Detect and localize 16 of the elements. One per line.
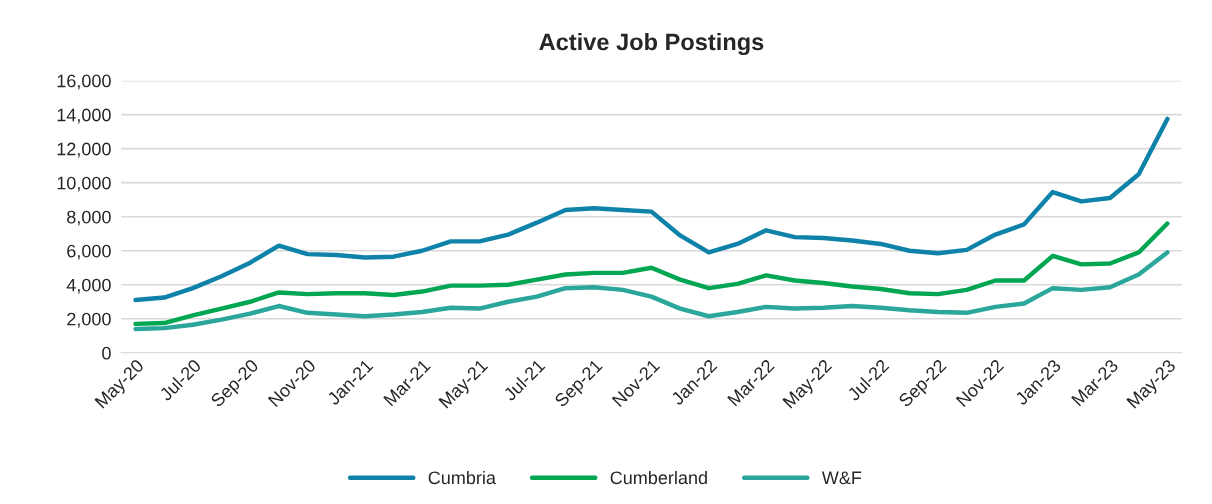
line-series xyxy=(133,250,1170,332)
line-series xyxy=(133,116,1170,303)
y-tick-label: 14,000 xyxy=(57,108,111,124)
y-tick-label: 12,000 xyxy=(57,142,111,158)
y-tick-label: 0 xyxy=(102,346,111,360)
line-series xyxy=(133,221,1170,327)
legend-label: W&F xyxy=(821,471,862,485)
chart-title: Active Job Postings xyxy=(539,32,764,56)
y-tick-label: 10,000 xyxy=(57,176,111,192)
legend-label: Cumberland xyxy=(610,470,707,485)
y-tick-label: 2,000 xyxy=(67,312,111,328)
y-tick-label: 8,000 xyxy=(67,210,111,226)
y-tick-label: 4,000 xyxy=(66,278,111,294)
legend-label: Cumbria xyxy=(428,470,496,485)
y-tick-label: 16,000 xyxy=(57,74,111,90)
y-tick-label: 6,000 xyxy=(67,244,111,260)
